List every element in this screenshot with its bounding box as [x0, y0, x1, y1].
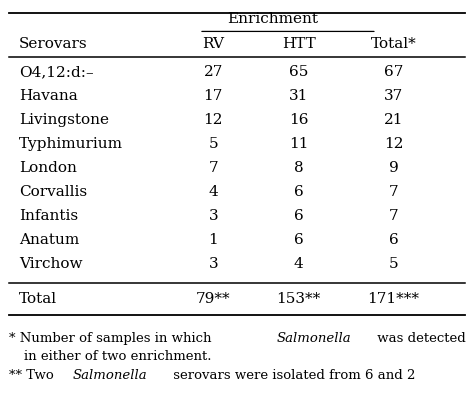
Text: 5: 5: [209, 137, 218, 151]
Text: HTT: HTT: [282, 37, 316, 51]
Text: Typhimurium: Typhimurium: [19, 137, 123, 151]
Text: serovars were isolated from 6 and 2: serovars were isolated from 6 and 2: [169, 369, 415, 383]
Text: Salmonella: Salmonella: [73, 369, 147, 383]
Text: 31: 31: [289, 89, 308, 103]
Text: 6: 6: [294, 185, 303, 199]
Text: 1: 1: [209, 233, 218, 247]
Text: was detected: was detected: [373, 331, 465, 345]
Text: 6: 6: [389, 233, 398, 247]
Text: Anatum: Anatum: [19, 233, 79, 247]
Text: 12: 12: [203, 113, 223, 127]
Text: 4: 4: [209, 185, 218, 199]
Text: Infantis: Infantis: [19, 209, 78, 223]
Text: 9: 9: [389, 161, 398, 175]
Text: Corvallis: Corvallis: [19, 185, 87, 199]
Text: 21: 21: [383, 113, 403, 127]
Text: Havana: Havana: [19, 89, 78, 103]
Text: in either of two enrichment.: in either of two enrichment.: [24, 350, 211, 364]
Text: 7: 7: [389, 209, 398, 223]
Text: 12: 12: [383, 137, 403, 151]
Text: 7: 7: [389, 185, 398, 199]
Text: Serovars: Serovars: [19, 37, 88, 51]
Text: London: London: [19, 161, 77, 175]
Text: * Number of samples in which: * Number of samples in which: [9, 331, 216, 345]
Text: Enrichment: Enrichment: [227, 12, 318, 26]
Text: Total: Total: [19, 292, 57, 306]
Text: Livingstone: Livingstone: [19, 113, 109, 127]
Text: 65: 65: [289, 65, 308, 80]
Text: 8: 8: [294, 161, 303, 175]
Text: 3: 3: [209, 209, 218, 223]
Text: 3: 3: [209, 256, 218, 271]
Text: Salmonella: Salmonella: [276, 331, 351, 345]
Text: 27: 27: [204, 65, 223, 80]
Text: O4,12:d:–: O4,12:d:–: [19, 65, 93, 80]
Text: 7: 7: [209, 161, 218, 175]
Text: 153**: 153**: [276, 292, 321, 306]
Text: 11: 11: [289, 137, 309, 151]
Text: 5: 5: [389, 256, 398, 271]
Text: 37: 37: [384, 89, 403, 103]
Text: RV: RV: [202, 37, 224, 51]
Text: Total*: Total*: [371, 37, 416, 51]
Text: 16: 16: [289, 113, 309, 127]
Text: 79**: 79**: [196, 292, 231, 306]
Text: 6: 6: [294, 233, 303, 247]
Text: 67: 67: [384, 65, 403, 80]
Text: 6: 6: [294, 209, 303, 223]
Text: 4: 4: [294, 256, 303, 271]
Text: Virchow: Virchow: [19, 256, 82, 271]
Text: 171***: 171***: [367, 292, 419, 306]
Text: ** Two: ** Two: [9, 369, 58, 383]
Text: 17: 17: [204, 89, 223, 103]
